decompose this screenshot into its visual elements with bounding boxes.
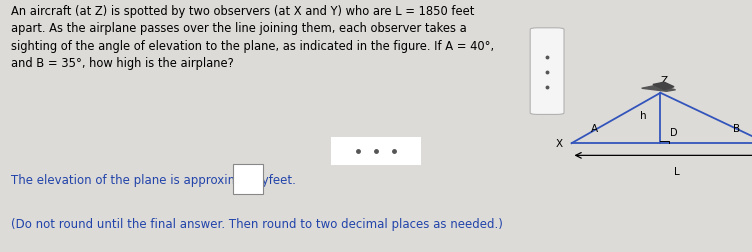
Text: h: h xyxy=(640,111,647,120)
FancyBboxPatch shape xyxy=(326,136,426,166)
Text: Z: Z xyxy=(661,76,668,86)
Text: B: B xyxy=(733,123,741,133)
Text: D: D xyxy=(670,128,678,138)
Text: The elevation of the plane is approximately: The elevation of the plane is approximat… xyxy=(11,173,273,186)
Text: L: L xyxy=(674,166,680,176)
Text: X: X xyxy=(556,139,562,149)
Text: An aircraft (at Z) is spotted by two observers (at X and Y) who are L = 1850 fee: An aircraft (at Z) is spotted by two obs… xyxy=(11,5,494,70)
Polygon shape xyxy=(653,83,674,90)
Text: (Do not round until the final answer. Then round to two decimal places as needed: (Do not round until the final answer. Th… xyxy=(11,217,503,230)
Text: feet.: feet. xyxy=(265,173,296,186)
FancyBboxPatch shape xyxy=(530,29,564,115)
Bar xyxy=(233,164,263,195)
Polygon shape xyxy=(641,86,675,92)
Text: A: A xyxy=(590,123,598,133)
